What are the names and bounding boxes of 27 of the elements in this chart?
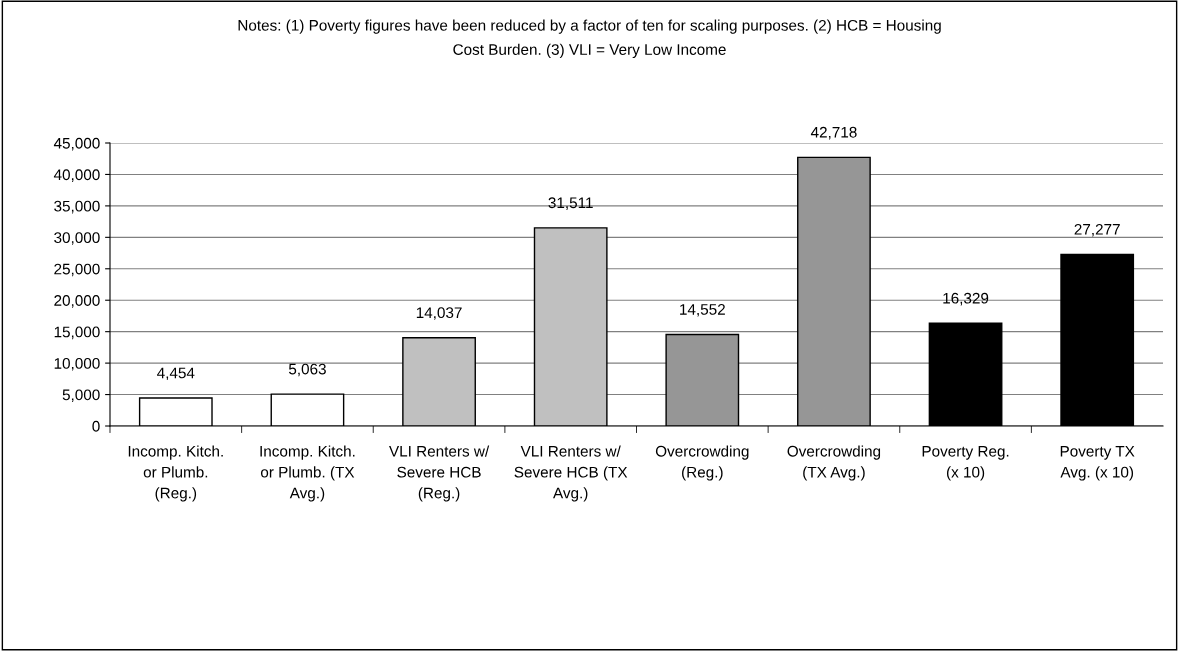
data-label: 5,063 <box>288 363 326 377</box>
y-tick-label: 10,000 <box>54 357 100 371</box>
data-label: 4,454 <box>157 367 195 381</box>
y-tick-label: 30,000 <box>54 232 100 245</box>
y-tick-label: 20,000 <box>54 295 100 308</box>
y-tick-label: 0 <box>92 420 100 432</box>
x-tick-label: Poverty Reg. (x 10) <box>922 446 1009 481</box>
x-tick-label: Overcrowding (Reg.) <box>655 445 749 481</box>
y-tick-label: 40,000 <box>53 169 100 182</box>
x-tick-label: Incomp. Kitch. or Plumb. (TX Avg.) <box>260 445 355 502</box>
y-tick-label: 5,000 <box>62 389 100 403</box>
data-label: 14,037 <box>416 307 462 320</box>
x-tick-label: Overcrowding (TX Avg.) <box>787 445 881 481</box>
x-tick-label: VLI Renters w/ Severe HCB (Reg.) <box>389 445 490 502</box>
x-tick-label: VLI Renters w/ Severe HCB (TX Avg.) <box>514 445 628 502</box>
data-label: 16,329 <box>943 292 989 306</box>
x-tick-label: Incomp. Kitch. or Plumb. (Reg.) <box>128 445 223 502</box>
y-tick-label: 15,000 <box>54 326 100 340</box>
text: Notes: (1) Poverty figures have been reduced by a factor of ten for scaling purposes. (2) HCB = Housing Cost Burden. (3) VLI = Very Low Income <box>238 19 941 58</box>
data-label: 42,718 <box>810 126 857 140</box>
data-label: 27,277 <box>1074 223 1120 237</box>
data-label: 14,552 <box>680 303 725 317</box>
y-tick-label: 35,000 <box>54 200 100 214</box>
y-tick-label: 45,000 <box>53 137 100 151</box>
data-label: 31,511 <box>548 197 593 210</box>
x-tick-label: Poverty TX Avg. (x 10) <box>1060 446 1135 481</box>
y-tick-label: 25,000 <box>54 263 100 277</box>
